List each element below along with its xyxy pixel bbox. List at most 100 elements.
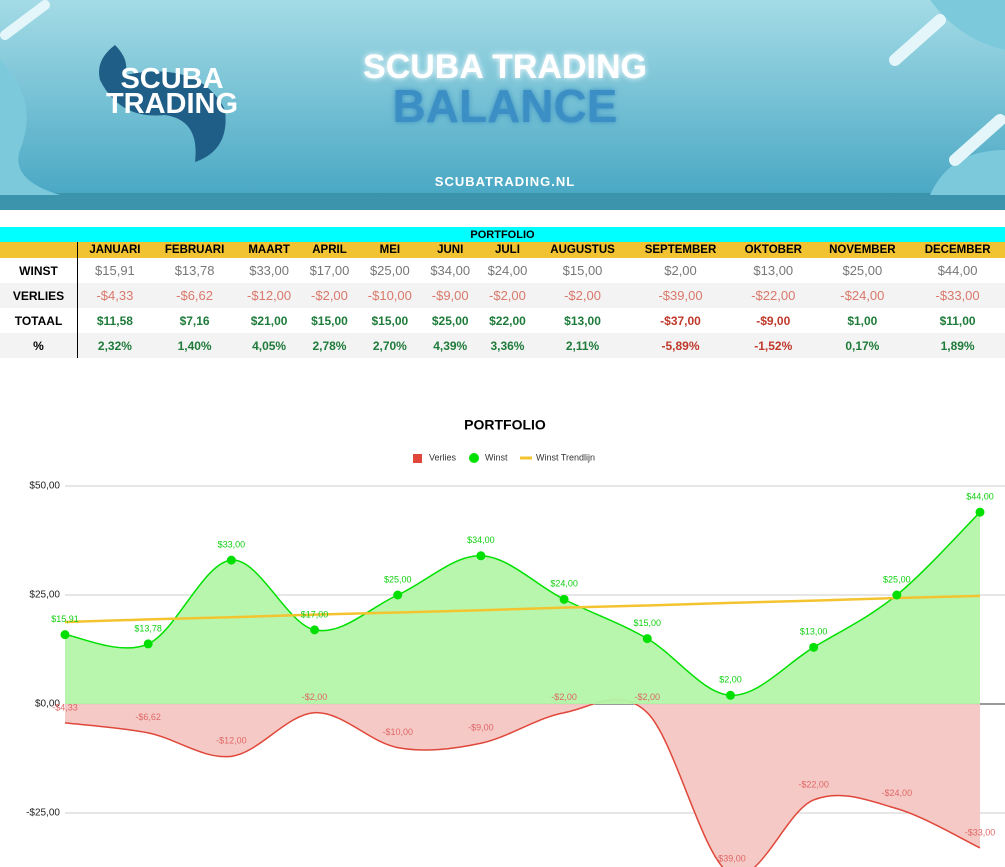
table-row: % 2,32% 1,40% 4,05% 2,78% 2,70% 4,39% 3,36% 2,11… (0, 333, 1005, 358)
cell: $44,00 (937, 263, 978, 278)
cell: -$24,00 (814, 283, 911, 308)
cell: $15,00 (371, 313, 409, 328)
cell: -$37,00 (660, 313, 701, 328)
banner-title: SCUBA TRADING (363, 48, 647, 86)
cell: 3,36% (478, 333, 537, 358)
cell: -1,52% (732, 333, 815, 358)
whale (99, 45, 226, 162)
cell: -$2,00 (478, 283, 537, 308)
data-label: -$24,00 (882, 788, 913, 798)
y-tick-label: $0,00 (35, 699, 60, 710)
cell: $13,78 (174, 263, 215, 278)
area (65, 699, 980, 867)
y-tick-label: -$25,00 (26, 808, 60, 819)
point (143, 639, 153, 649)
cell: $15,00 (311, 313, 348, 328)
legend-label: Winst (485, 452, 508, 462)
banner-strip (0, 193, 1005, 210)
point (226, 555, 236, 565)
point (809, 642, 819, 652)
data-label: $33,00 (218, 539, 246, 549)
banner-title: BALANCE (393, 80, 618, 132)
point (476, 551, 486, 561)
cell: $15,91 (95, 263, 135, 278)
data-label: $34,00 (467, 535, 495, 545)
legend-label: Verlies (429, 452, 457, 462)
point (60, 630, 70, 640)
cell: $24,00 (487, 263, 528, 278)
cell: $7,16 (179, 313, 210, 328)
cell: -$2,00 (536, 283, 629, 308)
cell: -$10,00 (358, 283, 422, 308)
point (310, 625, 320, 635)
data-label: $2,00 (719, 675, 742, 685)
cell: $17,00 (309, 263, 350, 278)
cell: 1,89% (910, 333, 1005, 358)
header-cell: SEPTEMBER (628, 242, 733, 258)
header-cell: JANUARI (77, 242, 152, 258)
cell: 1,40% (151, 333, 238, 358)
logo-text: SCUBA (120, 63, 223, 95)
table-row: VERLIES -$4,33 -$6,62 -$12,00 -$2,00 -$10,00-… (0, 283, 1005, 308)
data-label: -$39,00 (715, 853, 746, 863)
cell: 2,78% (300, 333, 359, 358)
point (393, 590, 403, 600)
banner: SCUBA TRADING SCUBA TRADING BALANCE SCUB… (0, 0, 1005, 210)
chart: PORTFOLIO $50,00 $25,00 $0,00 -$25,00 Verlies… (26, 417, 1005, 867)
wave (0, 60, 60, 195)
cell: $11,00 (939, 313, 976, 328)
row-label: WINST (0, 258, 78, 283)
cell: $1,00 (847, 313, 878, 328)
table-title: PORTFOLIO (0, 227, 1005, 242)
cell: -$2,00 (300, 283, 359, 308)
header-row: JANUARI FEBRUARI MAART APRIL MEI JUNI JULI AUGU… (0, 242, 1005, 258)
data-label: $15,91 (51, 614, 79, 624)
cell: 0,17% (814, 333, 911, 358)
table-title-row: PORTFOLIO (0, 227, 1005, 242)
data-label: $25,00 (883, 574, 911, 584)
data-label: $13,00 (800, 627, 828, 637)
cell: -$12,00 (237, 283, 301, 308)
data-label: $24,00 (550, 579, 578, 589)
header-cell: DECEMBER (910, 242, 1005, 258)
stripe (889, 14, 946, 66)
cell: $33,00 (249, 263, 289, 278)
data-label: -$2,00 (635, 692, 661, 702)
header-cell: JULI (478, 242, 537, 258)
header-cell: AUGUSTUS (536, 242, 629, 258)
cell: $34,00 (430, 263, 471, 278)
data-label: -$10,00 (382, 727, 413, 737)
cell: -$6,62 (151, 283, 238, 308)
data-label: $17,00 (301, 609, 329, 619)
stripe (0, 0, 50, 40)
cell: -5,89% (628, 333, 733, 358)
header-cell: OKTOBER (732, 242, 815, 258)
cell: $25,00 (369, 263, 410, 278)
portfolio-table: PORTFOLIO JANUARI FEBRUARI MAART APRIL MEI JUN… (0, 227, 1005, 358)
legend-label: Winst Trendlijn (536, 452, 595, 462)
cell: $11,58 (96, 313, 133, 328)
data-label: -$12,00 (216, 736, 247, 746)
point (975, 507, 985, 517)
legend-swatch (469, 453, 479, 463)
point (642, 634, 652, 644)
cell: $15,00 (562, 263, 603, 278)
cell: -$39,00 (628, 283, 733, 308)
data-label: -$4,33 (52, 702, 78, 712)
table-row: WINST $15,91 $13,78 $33,00 $17,00 $25,00 $34,0… (0, 258, 1005, 283)
data-label: -$2,00 (551, 692, 577, 702)
cell: $13,00 (564, 313, 601, 328)
cell: -$22,00 (732, 283, 815, 308)
data-label: $15,00 (634, 618, 662, 628)
trend-line (64, 594, 981, 624)
data-label: $44,00 (966, 492, 994, 502)
cell: $22,00 (489, 313, 526, 328)
row-label: TOTAAL (0, 308, 78, 333)
data-label: -$2,00 (302, 692, 328, 702)
data-label: -$6,62 (135, 712, 161, 722)
cell: -$4,33 (77, 283, 152, 308)
cell: $25,00 (842, 263, 883, 278)
point (892, 590, 902, 600)
cell: $13,00 (753, 263, 794, 278)
